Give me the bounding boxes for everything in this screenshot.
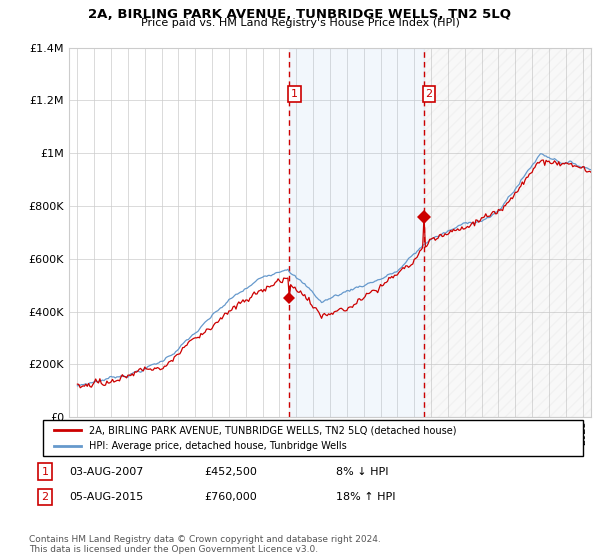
Text: Price paid vs. HM Land Registry's House Price Index (HPI): Price paid vs. HM Land Registry's House …: [140, 18, 460, 28]
Text: 05-AUG-2015: 05-AUG-2015: [69, 492, 143, 502]
Text: 1: 1: [291, 89, 298, 99]
Text: 8% ↓ HPI: 8% ↓ HPI: [336, 466, 389, 477]
Text: £452,500: £452,500: [204, 466, 257, 477]
Text: 1: 1: [41, 466, 49, 477]
Text: 2A, BIRLING PARK AVENUE, TUNBRIDGE WELLS, TN2 5LQ (detached house): 2A, BIRLING PARK AVENUE, TUNBRIDGE WELLS…: [89, 425, 457, 435]
Text: 18% ↑ HPI: 18% ↑ HPI: [336, 492, 395, 502]
Text: Contains HM Land Registry data © Crown copyright and database right 2024.
This d: Contains HM Land Registry data © Crown c…: [29, 535, 380, 554]
Text: £760,000: £760,000: [204, 492, 257, 502]
Text: 2A, BIRLING PARK AVENUE, TUNBRIDGE WELLS, TN2 5LQ: 2A, BIRLING PARK AVENUE, TUNBRIDGE WELLS…: [89, 8, 511, 21]
Text: HPI: Average price, detached house, Tunbridge Wells: HPI: Average price, detached house, Tunb…: [89, 441, 347, 451]
Bar: [424, 48, 593, 417]
Text: 2: 2: [41, 492, 49, 502]
Text: 2: 2: [425, 89, 433, 99]
Text: 03-AUG-2007: 03-AUG-2007: [69, 466, 143, 477]
Bar: [289, 48, 424, 417]
